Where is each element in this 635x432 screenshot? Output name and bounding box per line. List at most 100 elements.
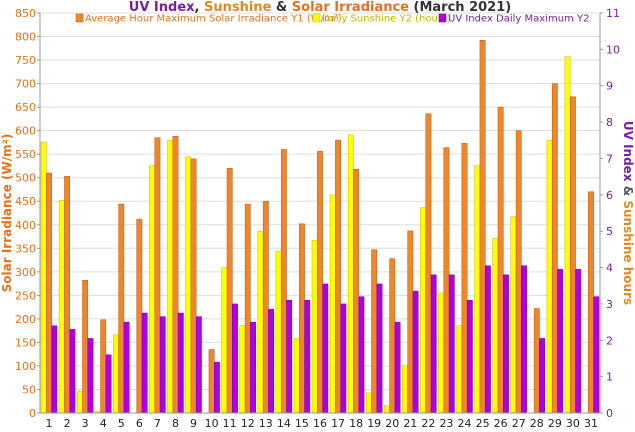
bar-series0-day12 — [239, 325, 246, 414]
y2-tick-2: 2 — [606, 334, 613, 347]
bar-group — [40, 40, 600, 414]
x-tick-3: 3 — [82, 417, 89, 430]
x-tick-4: 4 — [100, 417, 107, 430]
bar-series2-day21 — [412, 290, 419, 414]
bar-series0-day19 — [365, 392, 372, 414]
y2-tick-0: 0 — [606, 407, 613, 420]
legend-swatch-0 — [312, 13, 321, 23]
bar-series2-day23 — [448, 274, 455, 414]
legend-swatch-2 — [438, 13, 447, 23]
y1-axis-label: Solar Irradiance (W/m²) — [0, 134, 14, 293]
bar-series0-day18 — [347, 134, 354, 414]
bar-series0-day5 — [113, 334, 119, 414]
x-tick-29: 29 — [548, 417, 562, 430]
bar-series0-day9 — [185, 156, 192, 414]
bar-series1-day11 — [226, 168, 233, 414]
bar-series1-day7 — [154, 137, 161, 414]
y1-tick-700: 700 — [15, 78, 36, 91]
bar-series1-day2 — [64, 176, 71, 414]
bar-series2-day31 — [593, 296, 600, 414]
bar-series0-day23 — [438, 292, 445, 414]
y1-tick-850: 850 — [15, 7, 36, 20]
bar-series1-day18 — [353, 168, 360, 414]
bar-series2-day5 — [123, 321, 130, 414]
axes — [39, 13, 601, 414]
y1-tick-250: 250 — [15, 289, 36, 302]
x-tick-19: 19 — [367, 417, 381, 430]
y2-label-part-2: Sunshine hours — [621, 200, 635, 305]
x-tick-5: 5 — [118, 417, 125, 430]
x-tick-7: 7 — [154, 417, 161, 430]
y2-tick-4: 4 — [606, 262, 613, 275]
bar-series1-day23 — [443, 147, 450, 414]
y2-tick-7: 7 — [606, 152, 613, 165]
y1-tick-300: 300 — [15, 266, 36, 279]
x-tick-25: 25 — [476, 417, 490, 430]
y1-tick-650: 650 — [15, 101, 36, 114]
bar-series1-day20 — [389, 258, 396, 414]
bar-series1-day15 — [299, 223, 305, 414]
bar-series0-day2 — [58, 200, 65, 414]
y1-tick-200: 200 — [15, 313, 36, 326]
bar-series2-day4 — [105, 354, 112, 414]
y2-label-part-1: & — [621, 182, 635, 201]
y2-tick-labels: 0 1 2 3 4 5 6 7 8 9 10 11 — [600, 7, 620, 420]
bar-series0-day14 — [275, 250, 282, 414]
bar-series1-day29 — [551, 83, 558, 414]
bar-series1-day22 — [425, 113, 432, 414]
bar-series1-day13 — [262, 200, 269, 414]
y1-tick-450: 450 — [15, 195, 36, 208]
bar-series1-day19 — [371, 249, 378, 414]
bar-series2-day22 — [430, 274, 437, 414]
y1-tick-150: 150 — [15, 336, 36, 349]
bar-series2-day6 — [141, 312, 148, 414]
bar-series2-day14 — [286, 300, 293, 414]
title-part-0: UV Index — [129, 0, 195, 15]
y2-tick-5: 5 — [606, 225, 613, 238]
x-tick-labels: 1 2 3 4 5 6 7 8 9 10 11 12 13 14 15 16 17 18 19 20 21 22 23 24 2… — [46, 417, 598, 430]
bar-series0-day1 — [40, 141, 47, 414]
bar-series1-day12 — [244, 203, 251, 414]
x-tick-20: 20 — [385, 417, 399, 430]
x-tick-14: 14 — [277, 417, 291, 430]
x-tick-1: 1 — [46, 417, 53, 430]
legend-label-0: Daily Sunshine Y2 (hours) — [322, 14, 451, 25]
bar-series1-day1 — [46, 172, 52, 414]
bar-series1-day16 — [317, 151, 323, 414]
x-tick-17: 17 — [331, 417, 345, 430]
bar-series0-day3 — [76, 390, 83, 414]
title-part-3: & — [271, 0, 291, 15]
x-tick-30: 30 — [566, 417, 580, 430]
y1-tick-350: 350 — [15, 242, 36, 255]
bar-series0-day22 — [420, 207, 426, 414]
x-tick-2: 2 — [64, 417, 71, 430]
bar-series2-day16 — [322, 283, 329, 414]
y2-tick-3: 3 — [606, 298, 613, 311]
x-tick-27: 27 — [512, 417, 526, 430]
bar-series2-day18 — [358, 296, 365, 414]
x-tick-10: 10 — [205, 417, 219, 430]
bar-series2-day1 — [51, 325, 58, 414]
title-part-2: Sunshine — [204, 0, 272, 15]
y1-tick-750: 750 — [15, 54, 36, 67]
y2-tick-8: 8 — [606, 116, 613, 129]
bar-series2-day20 — [394, 321, 401, 414]
x-tick-8: 8 — [172, 417, 179, 430]
x-tick-24: 24 — [458, 417, 472, 430]
bar-series0-day29 — [546, 140, 553, 414]
bar-series0-day26 — [492, 238, 499, 414]
x-tick-15: 15 — [295, 417, 309, 430]
bar-series2-day8 — [177, 312, 184, 414]
bar-series0-day13 — [257, 230, 264, 414]
y2-tick-11: 11 — [606, 7, 620, 20]
bar-series0-day21 — [402, 365, 408, 414]
bar-series1-day4 — [100, 319, 107, 414]
bar-series2-day28 — [539, 338, 545, 414]
bar-series0-day7 — [149, 165, 156, 414]
y1-tick-labels: 0 50 100 150 200 250 300 350 400 450 500 550 600 650 7… — [15, 7, 40, 420]
bar-series2-day11 — [232, 303, 238, 414]
x-tick-9: 9 — [190, 417, 197, 430]
bar-series0-day15 — [293, 338, 300, 414]
bar-series2-day26 — [503, 274, 509, 414]
